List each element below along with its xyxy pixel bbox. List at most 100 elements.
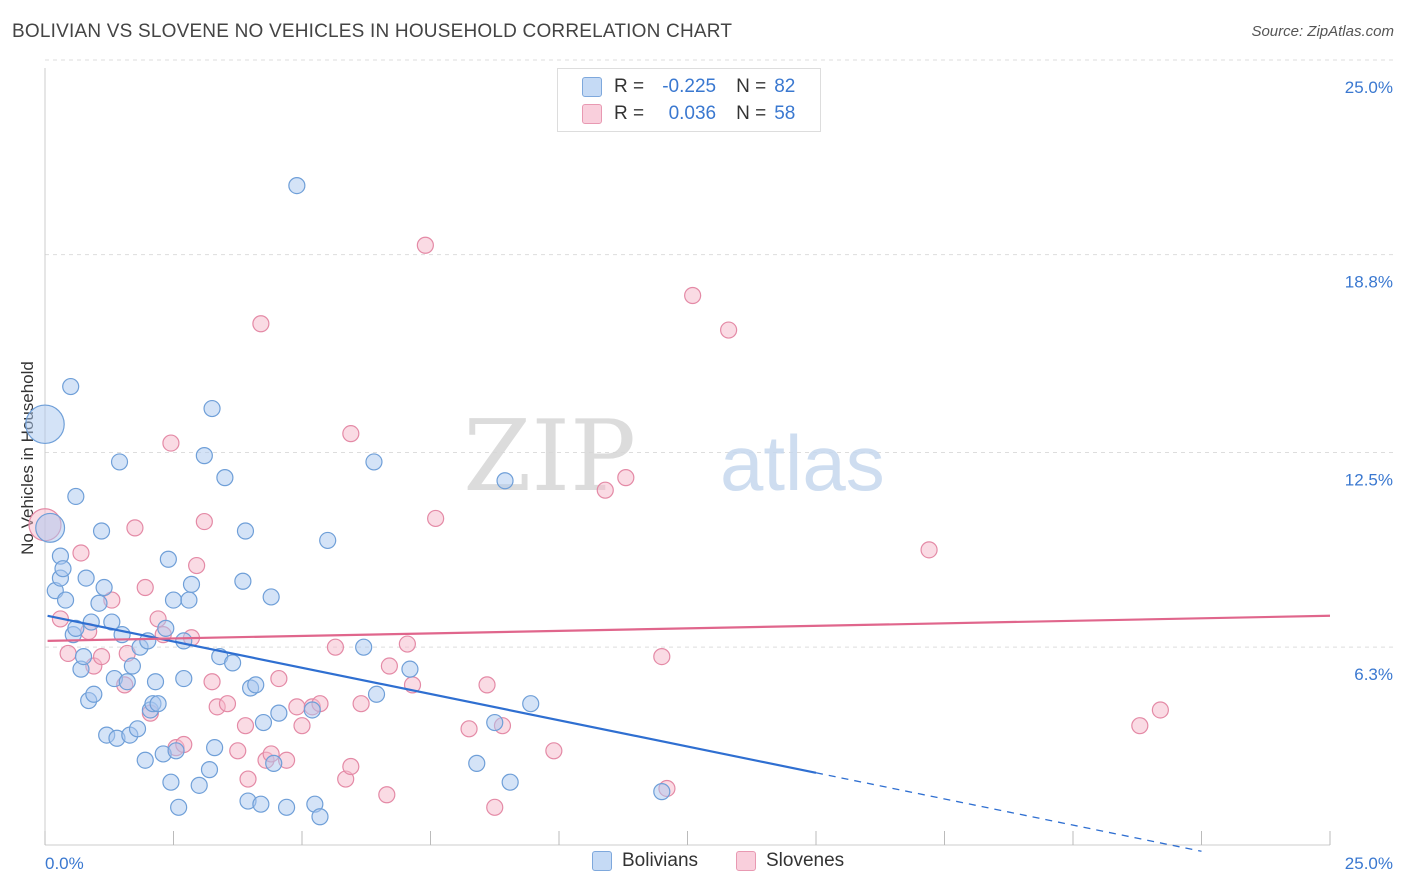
bolivians-legend-label: Bolivians	[622, 850, 699, 871]
slovene-point	[293, 717, 311, 735]
slovene-point	[72, 544, 90, 562]
tick-labels: 6.3% 12.5% 18.8% 25.0% 0.0% 25.0%	[45, 78, 1393, 873]
bolivian-point	[95, 578, 113, 597]
slovenes-legend-swatch	[736, 851, 756, 871]
y-tick-label: 25.0%	[1345, 78, 1393, 97]
slovenes-swatch	[582, 104, 602, 124]
legend-item-slovenes: Slovenes	[736, 850, 844, 872]
bolivian-point	[54, 560, 72, 578]
bolivian-point	[159, 550, 177, 568]
series-points	[25, 177, 1169, 826]
slovene-point	[1151, 701, 1169, 719]
legend-item-bolivians: Bolivians	[592, 850, 698, 872]
bolivian-point	[157, 619, 175, 637]
legend-r-value-slovenes: 0.036	[668, 103, 717, 124]
slovene-point	[478, 676, 496, 694]
slovene-point	[195, 512, 213, 531]
bolivian-point	[123, 657, 141, 675]
bolivian-point	[206, 739, 224, 757]
bolivian-point	[195, 447, 213, 465]
bolivian-point	[182, 575, 201, 593]
watermark-atlas: atlas	[720, 419, 885, 507]
bolivian-point	[85, 685, 103, 703]
chart-source: Source: ZipAtlas.com	[1251, 23, 1394, 40]
slovene-point	[545, 742, 563, 760]
slovene-point	[288, 698, 306, 716]
bolivian-point	[262, 588, 280, 606]
bolivians-swatch	[582, 77, 602, 97]
bolivian-point	[128, 720, 147, 738]
bolivian-point	[92, 522, 111, 540]
slovene-point	[270, 669, 288, 688]
legend-r-label: R =	[614, 103, 645, 124]
bolivian-point	[167, 742, 185, 760]
slovene-point	[92, 647, 111, 666]
bolivian-point	[67, 487, 85, 506]
bolivians-legend-swatch	[592, 851, 612, 871]
slovene-point	[460, 720, 478, 738]
slovene-point	[136, 578, 154, 597]
bolivian-point	[367, 685, 386, 703]
bolivian-point	[522, 695, 540, 713]
slovene-point	[352, 695, 370, 713]
bolivian-point	[110, 453, 129, 471]
y-tick-label: 6.3%	[1354, 665, 1393, 684]
bolivian-point	[103, 613, 121, 631]
slovene-point	[427, 509, 445, 528]
legend-r-label: R =	[614, 76, 645, 97]
legend-n-value-slovenes: 58	[774, 103, 796, 124]
slovene-point	[59, 644, 77, 663]
bolivian-point	[277, 798, 296, 816]
bolivian-point	[252, 795, 270, 813]
bolivian-point	[190, 776, 208, 794]
bolivian-point	[355, 638, 373, 656]
bolivian-point	[82, 613, 100, 631]
slovenes-legend-label: Slovenes	[766, 850, 845, 871]
slovene-point	[653, 647, 671, 666]
bolivians-trend-extrapolation	[815, 772, 1202, 852]
slovene-point	[342, 425, 360, 443]
bolivian-point	[270, 704, 288, 722]
bolivian-point	[200, 761, 219, 779]
bolivian-point	[265, 754, 283, 772]
bolivian-point	[486, 713, 504, 732]
bolivian-point	[365, 453, 383, 471]
legend-row-slovenes: R = 0.036 N = 58	[582, 102, 795, 126]
slovene-point	[617, 469, 635, 487]
legend-n-value-bolivians: 82	[774, 76, 796, 97]
bolivian-point	[90, 594, 108, 612]
legend-row-bolivians: R = -0.225 N = 82	[582, 75, 795, 99]
slovene-point	[596, 481, 614, 499]
trend-lines	[47, 614, 1331, 852]
legend-n-label: N =	[736, 76, 767, 97]
y-tick-label: 18.8%	[1345, 273, 1393, 292]
bolivian-point	[247, 676, 265, 694]
bolivian-point	[496, 472, 514, 490]
bolivian-point	[234, 572, 252, 590]
bolivian-point	[170, 798, 188, 816]
x-tick-label: 0.0%	[45, 854, 84, 873]
bolivian-point	[77, 569, 95, 587]
bolivian-point	[468, 754, 486, 772]
slovene-point	[380, 657, 398, 675]
slovene-point	[342, 757, 360, 776]
bolivian-point	[56, 591, 75, 609]
bolivian-point	[653, 783, 671, 801]
bolivian-point	[288, 177, 306, 195]
bolivian-point	[303, 701, 321, 719]
slovene-point	[378, 786, 396, 804]
slovene-point	[236, 717, 255, 735]
axes	[44, 68, 1331, 846]
chart-title: BOLIVIAN VS SLOVENE NO VEHICLES IN HOUSE…	[12, 21, 733, 42]
bolivian-point	[164, 591, 183, 609]
bolivian-point	[146, 673, 165, 691]
slovenes-trend-line	[47, 614, 1331, 642]
bolivian-point	[175, 669, 193, 688]
slovene-point	[188, 556, 206, 575]
bolivian-point	[203, 399, 221, 418]
legend-n-label: N =	[736, 103, 767, 124]
gridlines	[45, 59, 1395, 648]
bolivian-point	[74, 647, 93, 666]
slovene-point	[203, 673, 221, 691]
slovene-point	[720, 321, 738, 339]
